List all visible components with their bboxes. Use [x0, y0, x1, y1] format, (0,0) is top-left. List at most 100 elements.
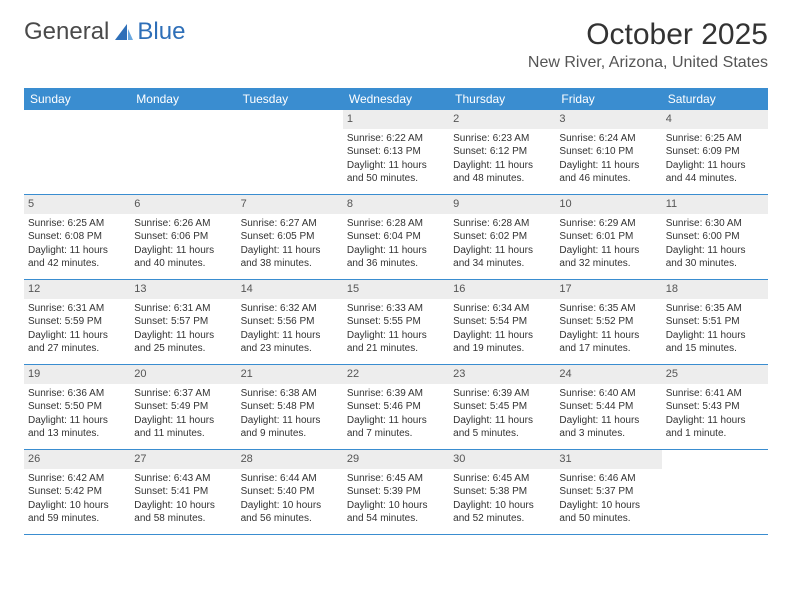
day-header: Saturday — [662, 88, 768, 110]
cell-sunset: Sunset: 5:48 PM — [241, 400, 339, 414]
calendar-cell: 10 Sunrise: 6:29 AMSunset: 6:01 PMDayligh… — [555, 195, 661, 279]
cell-daylight2: and 13 minutes. — [28, 427, 126, 441]
location: New River, Arizona, United States — [528, 54, 768, 72]
cell-sunset: Sunset: 6:10 PM — [559, 145, 657, 159]
cell-daylight2: and 7 minutes. — [347, 427, 445, 441]
cell-daylight2: and 11 minutes. — [134, 427, 232, 441]
cell-daylight1: Daylight: 11 hours — [28, 244, 126, 258]
cell-daylight2: and 54 minutes. — [347, 512, 445, 526]
calendar-cell: 17 Sunrise: 6:35 AMSunset: 5:52 PMDayligh… — [555, 280, 661, 364]
day-number: 9 — [449, 195, 555, 214]
calendar-cell: 13Sunrise: 6:31 AMSunset: 5:57 PMDayligh… — [130, 280, 236, 364]
cell-daylight1: Daylight: 11 hours — [559, 159, 657, 173]
day-header: Sunday — [24, 88, 130, 110]
cell-daylight2: and 52 minutes. — [453, 512, 551, 526]
cell-daylight1: Daylight: 11 hours — [134, 414, 232, 428]
cell-daylight1: Daylight: 10 hours — [559, 499, 657, 513]
cell-sunrise: Sunrise: 6:29 AM — [559, 217, 657, 231]
calendar-cell: 14Sunrise: 6:32 AMSunset: 5:56 PMDayligh… — [237, 280, 343, 364]
title-block: October 2025 New River, Arizona, United … — [528, 18, 768, 72]
cell-daylight2: and 27 minutes. — [28, 342, 126, 356]
cell-daylight1: Daylight: 11 hours — [666, 329, 764, 343]
cell-daylight2: and 32 minutes. — [559, 257, 657, 271]
cell-sunrise: Sunrise: 6:28 AM — [453, 217, 551, 231]
day-number: 8 — [343, 195, 449, 214]
calendar-cell: 3Sunrise: 6:24 AMSunset: 6:10 PMDaylight… — [555, 110, 661, 194]
cell-daylight2: and 36 minutes. — [347, 257, 445, 271]
cell-daylight1: Daylight: 11 hours — [559, 244, 657, 258]
cell-sunset: Sunset: 5:55 PM — [347, 315, 445, 329]
cell-daylight2: and 25 minutes. — [134, 342, 232, 356]
cell-sunset: Sunset: 6:06 PM — [134, 230, 232, 244]
cell-daylight1: Daylight: 11 hours — [559, 329, 657, 343]
day-number: 17 — [555, 280, 661, 299]
cell-daylight2: and 9 minutes. — [241, 427, 339, 441]
calendar-cell: 29Sunrise: 6:45 AMSunset: 5:39 PMDayligh… — [343, 450, 449, 534]
cell-sunset: Sunset: 6:01 PM — [559, 230, 657, 244]
cell-daylight2: and 3 minutes. — [559, 427, 657, 441]
day-header: Tuesday — [237, 88, 343, 110]
calendar: Sunday Monday Tuesday Wednesday Thursday… — [24, 88, 768, 535]
day-number: 10 — [555, 195, 661, 214]
cell-daylight2: and 21 minutes. — [347, 342, 445, 356]
cell-daylight2: and 48 minutes. — [453, 172, 551, 186]
cell-sunset: Sunset: 5:54 PM — [453, 315, 551, 329]
calendar-cell: 6Sunrise: 6:26 AMSunset: 6:06 PMDaylight… — [130, 195, 236, 279]
day-number: 24 — [555, 365, 661, 384]
cell-sunrise: Sunrise: 6:38 AM — [241, 387, 339, 401]
day-number: 13 — [130, 280, 236, 299]
calendar-cell: 27Sunrise: 6:43 AMSunset: 5:41 PMDayligh… — [130, 450, 236, 534]
cell-daylight1: Daylight: 11 hours — [28, 414, 126, 428]
day-headers-row: Sunday Monday Tuesday Wednesday Thursday… — [24, 88, 768, 110]
cell-sunset: Sunset: 5:49 PM — [134, 400, 232, 414]
day-number: 16 — [449, 280, 555, 299]
calendar-week: 12Sunrise: 6:31 AMSunset: 5:59 PMDayligh… — [24, 280, 768, 365]
day-number: 11 — [662, 195, 768, 214]
cell-sunrise: Sunrise: 6:45 AM — [453, 472, 551, 486]
cell-sunset: Sunset: 5:38 PM — [453, 485, 551, 499]
calendar-week: 26 Sunrise: 6:42 AMSunset: 5:42 PM Dayligh… — [24, 450, 768, 535]
cell-daylight1: Daylight: 11 hours — [347, 244, 445, 258]
calendar-cell: 28Sunrise: 6:44 AMSunset: 5:40 PMDayligh… — [237, 450, 343, 534]
calendar-cell: 19Sunrise: 6:36 AMSunset: 5:50 PMDayligh… — [24, 365, 130, 449]
day-number: 18 — [662, 280, 768, 299]
cell-sunrise: Sunrise: 6:35 AM — [559, 302, 657, 316]
logo-text-general: General — [24, 18, 109, 46]
cell-sunrise: Sunrise: 6:39 AM — [453, 387, 551, 401]
cell-sunset: Sunset: 5:41 PM — [134, 485, 232, 499]
calendar-cell: 18Sunrise: 6:35 AMSunset: 5:51 PMDayligh… — [662, 280, 768, 364]
cell-daylight1: Daylight: 11 hours — [347, 329, 445, 343]
calendar-cell — [662, 450, 768, 534]
month-title: October 2025 — [528, 18, 768, 52]
cell-daylight2: and 46 minutes. — [559, 172, 657, 186]
cell-daylight1: Daylight: 11 hours — [134, 244, 232, 258]
cell-daylight1: Daylight: 11 hours — [241, 244, 339, 258]
day-number: 4 — [662, 110, 768, 129]
cell-sunset: Sunset: 5:59 PM — [28, 315, 126, 329]
cell-sunset: Sunset: 5:42 PM — [28, 485, 126, 499]
cell-sunrise: Sunrise: 6:24 AM — [559, 132, 657, 146]
cell-daylight2: and 1 minute. — [666, 427, 764, 441]
day-number: 29 — [343, 450, 449, 469]
cell-sunrise: Sunrise: 6:23 AM — [453, 132, 551, 146]
cell-sunrise: Sunrise: 6:42 AM — [28, 472, 126, 486]
day-number: 26 — [24, 450, 130, 469]
day-number: 12 — [24, 280, 130, 299]
cell-daylight1: Daylight: 11 hours — [241, 414, 339, 428]
cell-daylight1: Daylight: 11 hours — [453, 329, 551, 343]
day-number: 5 — [24, 195, 130, 214]
logo-sail-icon — [113, 22, 135, 42]
cell-daylight2: and 30 minutes. — [666, 257, 764, 271]
cell-sunset: Sunset: 6:13 PM — [347, 145, 445, 159]
cell-sunset: Sunset: 6:00 PM — [666, 230, 764, 244]
cell-daylight1: Daylight: 11 hours — [241, 329, 339, 343]
cell-sunrise: Sunrise: 6:25 AM — [666, 132, 764, 146]
cell-sunset: Sunset: 5:43 PM — [666, 400, 764, 414]
day-header: Thursday — [449, 88, 555, 110]
calendar-cell: 9Sunrise: 6:28 AMSunset: 6:02 PMDaylight… — [449, 195, 555, 279]
day-header: Monday — [130, 88, 236, 110]
calendar-cell: 8Sunrise: 6:28 AMSunset: 6:04 PMDaylight… — [343, 195, 449, 279]
cell-sunset: Sunset: 5:52 PM — [559, 315, 657, 329]
cell-daylight2: and 50 minutes. — [559, 512, 657, 526]
cell-daylight2: and 58 minutes. — [134, 512, 232, 526]
